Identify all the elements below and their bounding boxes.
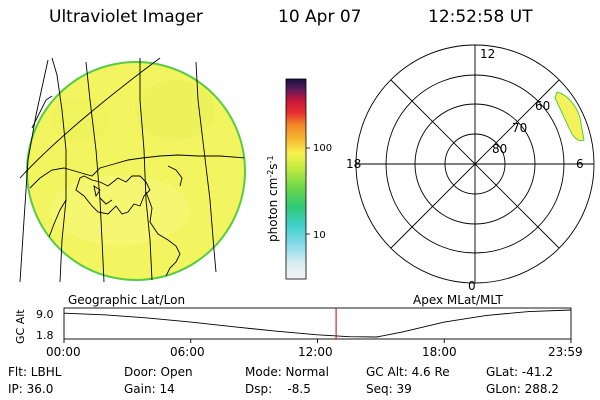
colorbar-unit-label: photon cm-2s-1 [266,155,280,242]
altitude-curve [63,309,572,338]
mlt-label-12: 12 [480,47,495,61]
glat-status: GLat: -41.2 [486,365,553,379]
seq-status: Seq: 39 [366,382,412,396]
glon-status: GLon: 288.2 [486,382,559,396]
auroral-oval [554,91,585,142]
altitude-plot-frame [63,307,572,340]
x-tick-label: 00:00 [46,345,81,359]
x-tick-label: 18:00 [422,345,457,359]
mode-status: Mode: Normal [245,365,329,379]
mlt-label-0: 0 [468,279,476,293]
x-tick-label: 12:00 [298,345,333,359]
mlt-label-18: 18 [346,157,361,171]
mlt-line-diag-2 [390,79,560,249]
x-tick-label: 23:59 [548,345,583,359]
mlat-label-70: 70 [512,121,527,135]
earth-disk-image [19,57,246,283]
observation-date: 10 Apr 07 [278,7,362,27]
colorbar-gradient [285,78,307,280]
observation-time: 12:52:58 UT [428,7,533,27]
polar-plot: 12 18 6 0 60 70 80 [346,44,595,293]
colorbar-label-10: 10 [313,230,326,241]
ip-status: IP: 36.0 [8,382,54,396]
dsp-status: Dsp: -8.5 [245,382,311,396]
x-tick-label: 06:00 [170,345,205,359]
altitude-y-top: 9.0 [36,308,54,321]
mlt-label-6: 6 [576,157,584,171]
instrument-title: Ultraviolet Imager [49,7,203,27]
altitude-axis-label: GC Alt [14,309,27,344]
colorbar: 100 10 photon cm-2s-1 [266,78,332,280]
filter-status: Flt: LBHL [8,365,62,379]
right-panel-label: Apex MLat/MLT [413,293,503,307]
geographic-grid [19,57,217,283]
gc-alt-status: GC Alt: 4.6 Re [366,365,450,379]
gain-status: Gain: 14 [124,382,175,396]
altitude-plot: GC Alt 9.0 1.8 [14,307,572,344]
colorbar-label-100: 100 [313,143,332,154]
altitude-y-bottom: 1.8 [36,329,54,342]
mlat-label-60: 60 [535,99,550,113]
mlat-label-80: 80 [492,142,507,156]
door-status: Door: Open [124,365,193,379]
left-panel-label: Geographic Lat/Lon [68,293,186,307]
